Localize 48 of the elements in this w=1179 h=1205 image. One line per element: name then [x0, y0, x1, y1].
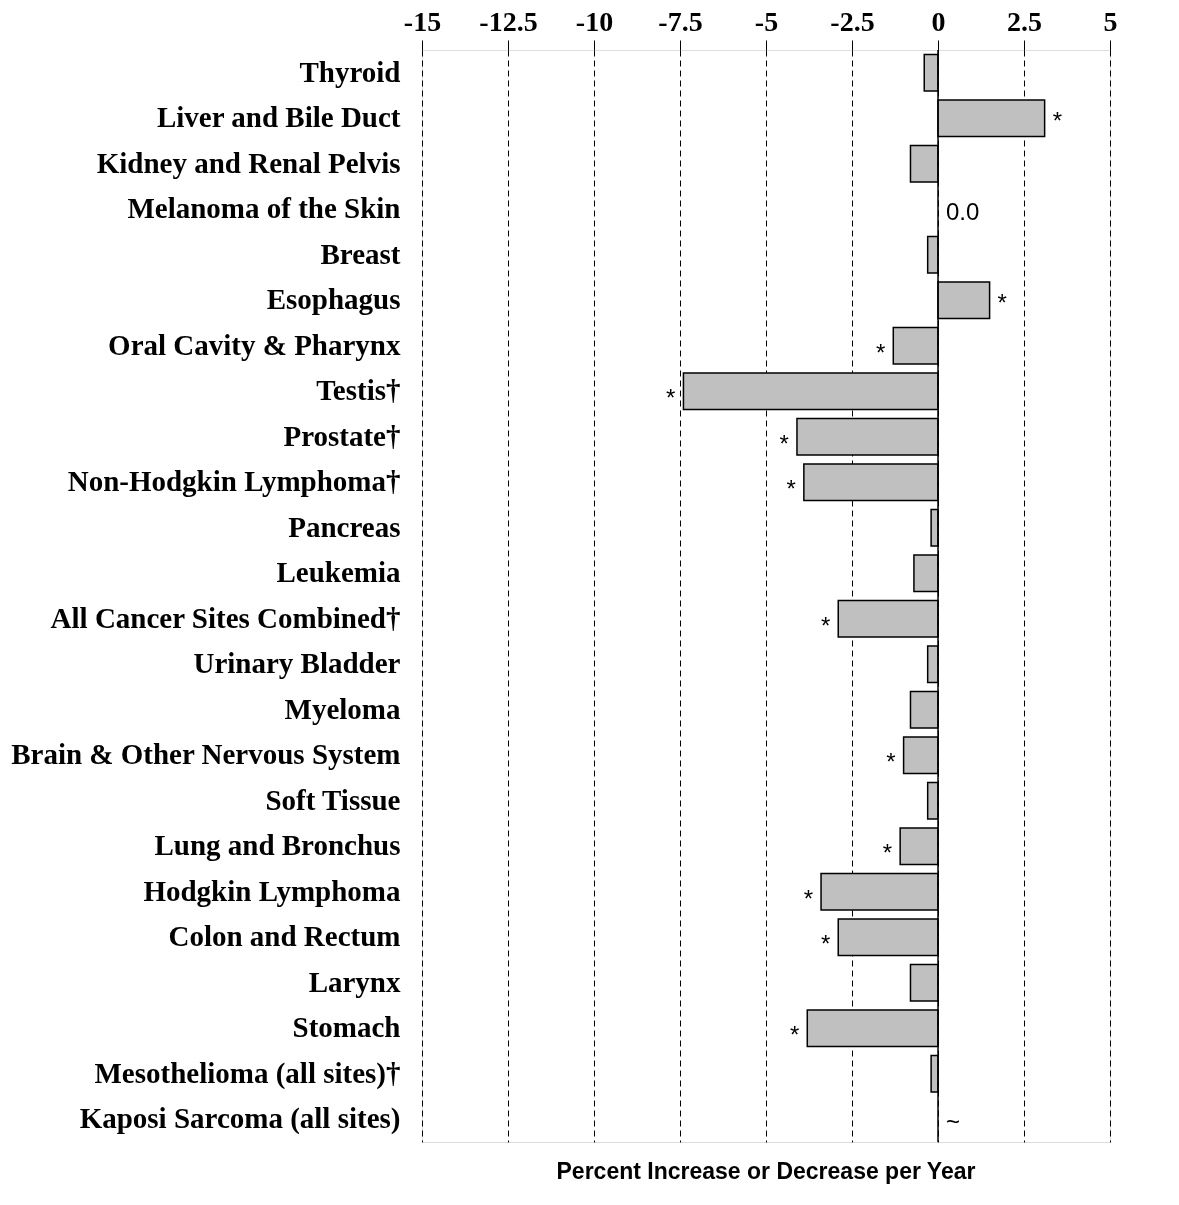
data-label: *	[786, 475, 796, 503]
y-tick-label: Testis†	[316, 374, 401, 407]
y-tick-label: Stomach	[292, 1011, 401, 1044]
y-tick-label: Melanoma of the Skin	[127, 192, 401, 225]
x-tick-label: -10	[575, 5, 614, 37]
y-tick-label: Lung and Bronchus	[154, 829, 401, 862]
y-tick-label: Hodgkin Lymphoma	[143, 874, 401, 907]
data-label: *	[789, 1021, 800, 1049]
x-tick-label: -15	[403, 5, 442, 37]
y-tick-label: Oral Cavity & Pharynx	[108, 328, 401, 361]
y-tick-label: Liver and Bile Duct	[156, 101, 401, 134]
data-label: *	[997, 289, 1007, 317]
y-tick-label: Colon and Rectum	[168, 920, 401, 953]
y-tick-label: Larynx	[308, 965, 401, 998]
y-tick-label: Breast	[320, 237, 401, 270]
data-label: *	[1052, 107, 1062, 135]
x-tick-label: -5	[754, 5, 779, 37]
data-label: *	[820, 611, 831, 639]
x-tick-label: -2.5	[830, 5, 875, 37]
x-tick-label: 0	[931, 5, 946, 37]
data-label: 0.0	[946, 198, 980, 226]
y-tick-label: Esophagus	[266, 283, 401, 316]
y-tick-label: Kidney and Renal Pelvis	[96, 146, 401, 179]
y-tick-label: All Cancer Sites Combined†	[50, 601, 401, 634]
x-tick-label: -12.5	[479, 5, 538, 37]
data-label: *	[779, 429, 789, 457]
y-tick-label: Leukemia	[276, 556, 401, 589]
y-tick-label: Prostate†	[283, 419, 401, 452]
y-tick-label: Myeloma	[284, 692, 401, 725]
y-tick-label: Pancreas	[288, 510, 401, 543]
text: ~	[946, 1108, 961, 1136]
y-tick-label: Mesothelioma (all sites)†	[94, 1056, 401, 1090]
y-tick-label: Brain & Other Nervous System	[11, 738, 401, 771]
y-tick-label: Thyroid	[299, 55, 401, 88]
data-label: *	[886, 748, 896, 776]
data-label: *	[875, 338, 886, 366]
y-tick-label: Soft Tissue	[265, 783, 401, 816]
data-label: *	[882, 839, 893, 867]
x-axis-title: Percent Increase or Decrease per Year	[556, 1157, 976, 1184]
x-tick-label: -7.5	[658, 5, 703, 37]
data-label: *	[820, 930, 831, 958]
y-tick-label: Non-Hodgkin Lymphoma†	[67, 465, 401, 498]
y-tick-label: Kaposi Sarcoma (all sites)	[79, 1102, 401, 1136]
x-tick-label: 2.5	[1007, 5, 1042, 37]
x-tick-label: 5	[1103, 5, 1118, 37]
data-label: *	[803, 884, 814, 912]
data-label: *	[666, 384, 676, 412]
y-tick-label: Urinary Bladder	[193, 647, 401, 680]
